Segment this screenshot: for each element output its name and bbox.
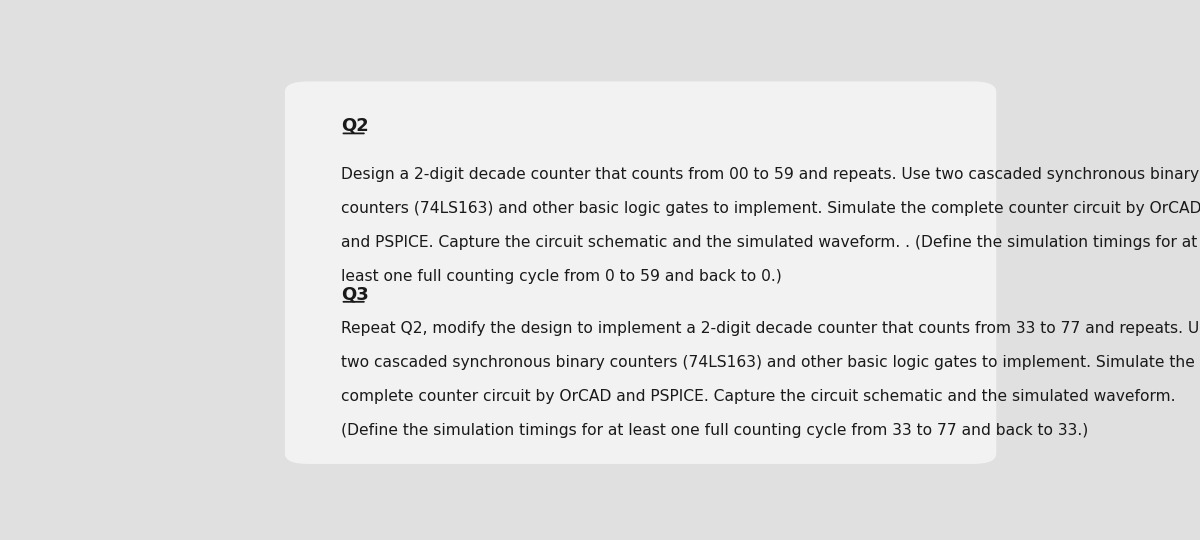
Text: two cascaded synchronous binary counters (74LS163) and other basic logic gates t: two cascaded synchronous binary counters… [341, 355, 1194, 369]
Text: (Define the simulation timings for at least one full counting cycle from 33 to 7: (Define the simulation timings for at le… [341, 423, 1088, 438]
Text: counters (74LS163) and other basic logic gates to implement. Simulate the comple: counters (74LS163) and other basic logic… [341, 201, 1200, 216]
FancyBboxPatch shape [284, 82, 996, 464]
Text: least one full counting cycle from 0 to 59 and back to 0.): least one full counting cycle from 0 to … [341, 269, 781, 284]
Text: Design a 2-digit decade counter that counts from 00 to 59 and repeats. Use two c: Design a 2-digit decade counter that cou… [341, 167, 1199, 181]
Text: complete counter circuit by OrCAD and PSPICE. Capture the circuit schematic and : complete counter circuit by OrCAD and PS… [341, 389, 1175, 404]
Text: and PSPICE. Capture the circuit schematic and the simulated waveform. . (Define : and PSPICE. Capture the circuit schemati… [341, 235, 1196, 250]
Text: Q3: Q3 [341, 285, 368, 303]
Text: Q2: Q2 [341, 117, 368, 135]
Text: Repeat Q2, modify the design to implement a 2-digit decade counter that counts f: Repeat Q2, modify the design to implemen… [341, 321, 1200, 335]
